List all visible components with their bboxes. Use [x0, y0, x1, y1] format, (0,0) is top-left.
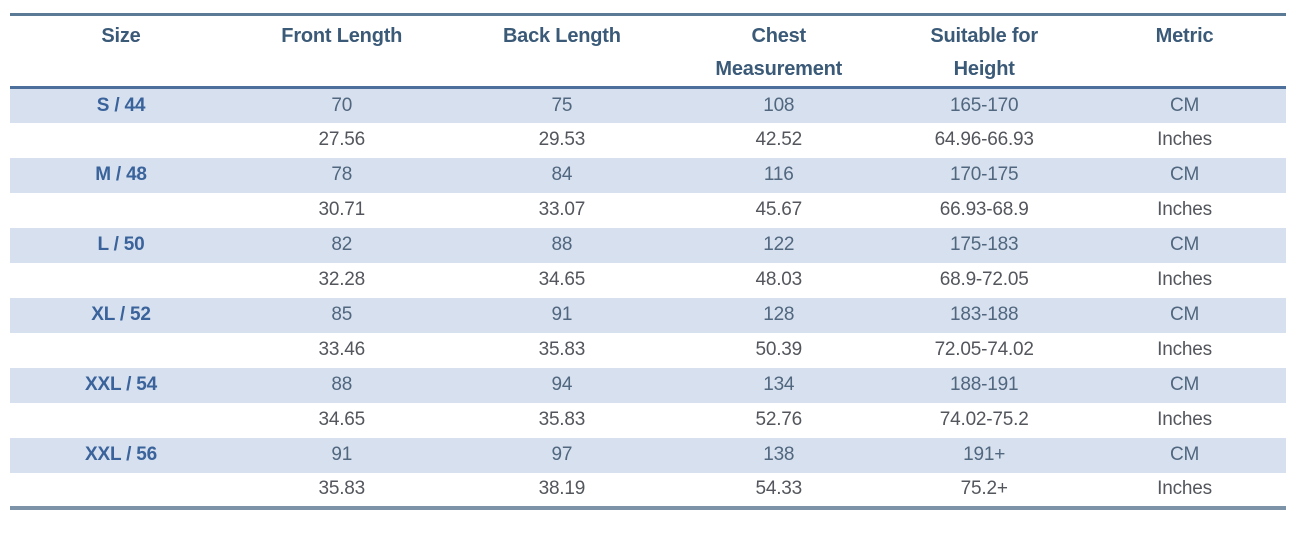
cell-height: 170-175	[885, 157, 1084, 193]
col-header-front-length: Front Length	[232, 14, 452, 89]
cell-front-length: 32.28	[232, 262, 452, 298]
cell-front-length: 70	[232, 87, 452, 123]
cell-metric: Inches	[1083, 262, 1286, 298]
cell-back-length: 88	[451, 227, 673, 263]
cell-size: XL / 52	[10, 297, 233, 333]
cell-height: 175-183	[885, 227, 1084, 263]
cell-front-length: 78	[232, 157, 452, 193]
cell-front-length: 91	[232, 437, 452, 473]
cell-metric: CM	[1083, 297, 1286, 333]
table-row-xxl56-inches: 35.83 38.19 54.33 75.2+ Inches	[10, 472, 1286, 508]
cell-metric: Inches	[1083, 332, 1286, 368]
col-header-back-length-label: Back Length	[502, 25, 621, 47]
table-row-l50-inches: 32.28 34.65 48.03 68.9-72.05 Inches	[10, 262, 1286, 298]
cell-chest: 108	[672, 87, 886, 123]
cell-front-length: 85	[232, 297, 452, 333]
table-row-xxl56-cm: XXL / 56 91 97 138 191+ CM	[10, 437, 1286, 473]
table-row-m48-inches: 30.71 33.07 45.67 66.93-68.9 Inches	[10, 192, 1286, 228]
cell-size: L / 50	[10, 227, 233, 263]
col-header-front-length-label: Front Length	[281, 25, 403, 47]
cell-front-length: 27.56	[232, 122, 452, 158]
size-chart-table: Size Front Length Back Length Chest Meas…	[10, 13, 1286, 510]
cell-metric: Inches	[1083, 402, 1286, 438]
cell-size	[10, 332, 233, 368]
cell-front-length: 34.65	[232, 402, 452, 438]
cell-metric: CM	[1083, 437, 1286, 473]
table-row-xxl54-inches: 34.65 35.83 52.76 74.02-75.2 Inches	[10, 402, 1286, 438]
table-row-xxl54-cm: XXL / 54 88 94 134 188-191 CM	[10, 367, 1286, 403]
cell-size	[10, 192, 233, 228]
table-row-xl52-cm: XL / 52 85 91 128 183-188 CM	[10, 297, 1286, 333]
cell-metric: Inches	[1083, 472, 1286, 508]
cell-chest: 54.33	[672, 472, 886, 508]
col-header-suitable-height: Suitable for Height	[885, 14, 1084, 89]
cell-metric: CM	[1083, 157, 1286, 193]
cell-size	[10, 472, 233, 508]
cell-height: 75.2+	[885, 472, 1084, 508]
cell-back-length: 75	[451, 87, 673, 123]
col-header-metric: Metric	[1083, 14, 1286, 89]
cell-height: 74.02-75.2	[885, 402, 1084, 438]
cell-back-length: 33.07	[451, 192, 673, 228]
cell-back-length: 94	[451, 367, 673, 403]
cell-height: 191+	[885, 437, 1084, 473]
cell-chest: 128	[672, 297, 886, 333]
table-row-s44-inches: 27.56 29.53 42.52 64.96-66.93 Inches	[10, 122, 1286, 158]
cell-size: S / 44	[10, 87, 233, 123]
cell-back-length: 34.65	[451, 262, 673, 298]
cell-back-length: 84	[451, 157, 673, 193]
col-header-metric-label: Metric	[1155, 25, 1214, 47]
cell-back-length: 91	[451, 297, 673, 333]
col-header-back-length: Back Length	[451, 14, 673, 89]
cell-height: 183-188	[885, 297, 1084, 333]
cell-size: M / 48	[10, 157, 233, 193]
col-header-chest-measurement-label: Chest Measurement	[715, 25, 843, 80]
cell-back-length: 35.83	[451, 332, 673, 368]
cell-back-length: 29.53	[451, 122, 673, 158]
col-header-size-label: Size	[101, 25, 141, 47]
table-row-l50-cm: L / 50 82 88 122 175-183 CM	[10, 227, 1286, 263]
cell-back-length: 38.19	[451, 472, 673, 508]
cell-chest: 52.76	[672, 402, 886, 438]
cell-metric: CM	[1083, 367, 1286, 403]
table-row-m48-cm: M / 48 78 84 116 170-175 CM	[10, 157, 1286, 193]
cell-height: 72.05-74.02	[885, 332, 1084, 368]
col-header-size: Size	[10, 14, 233, 89]
size-chart-container: Size Front Length Back Length Chest Meas…	[10, 13, 1286, 510]
cell-front-length: 82	[232, 227, 452, 263]
table-row-s44-cm: S / 44 70 75 108 165-170 CM	[10, 87, 1286, 123]
table-row-xl52-inches: 33.46 35.83 50.39 72.05-74.02 Inches	[10, 332, 1286, 368]
cell-back-length: 97	[451, 437, 673, 473]
cell-front-length: 33.46	[232, 332, 452, 368]
header-row: Size Front Length Back Length Chest Meas…	[10, 14, 1286, 89]
cell-chest: 42.52	[672, 122, 886, 158]
cell-chest: 138	[672, 437, 886, 473]
cell-back-length: 35.83	[451, 402, 673, 438]
cell-chest: 45.67	[672, 192, 886, 228]
cell-chest: 134	[672, 367, 886, 403]
cell-chest: 122	[672, 227, 886, 263]
cell-chest: 50.39	[672, 332, 886, 368]
cell-height: 165-170	[885, 87, 1084, 123]
cell-size: XXL / 56	[10, 437, 233, 473]
cell-metric: Inches	[1083, 192, 1286, 228]
cell-metric: CM	[1083, 227, 1286, 263]
col-header-suitable-height-label: Suitable for Height	[930, 25, 1038, 80]
cell-size	[10, 122, 233, 158]
cell-front-length: 88	[232, 367, 452, 403]
cell-height: 68.9-72.05	[885, 262, 1084, 298]
cell-metric: Inches	[1083, 122, 1286, 158]
cell-size	[10, 402, 233, 438]
cell-size	[10, 262, 233, 298]
col-header-chest-measurement: Chest Measurement	[672, 14, 886, 89]
cell-chest: 48.03	[672, 262, 886, 298]
cell-front-length: 30.71	[232, 192, 452, 228]
cell-metric: CM	[1083, 87, 1286, 123]
cell-height: 66.93-68.9	[885, 192, 1084, 228]
cell-height: 188-191	[885, 367, 1084, 403]
cell-height: 64.96-66.93	[885, 122, 1084, 158]
cell-front-length: 35.83	[232, 472, 452, 508]
cell-size: XXL / 54	[10, 367, 233, 403]
cell-chest: 116	[672, 157, 886, 193]
